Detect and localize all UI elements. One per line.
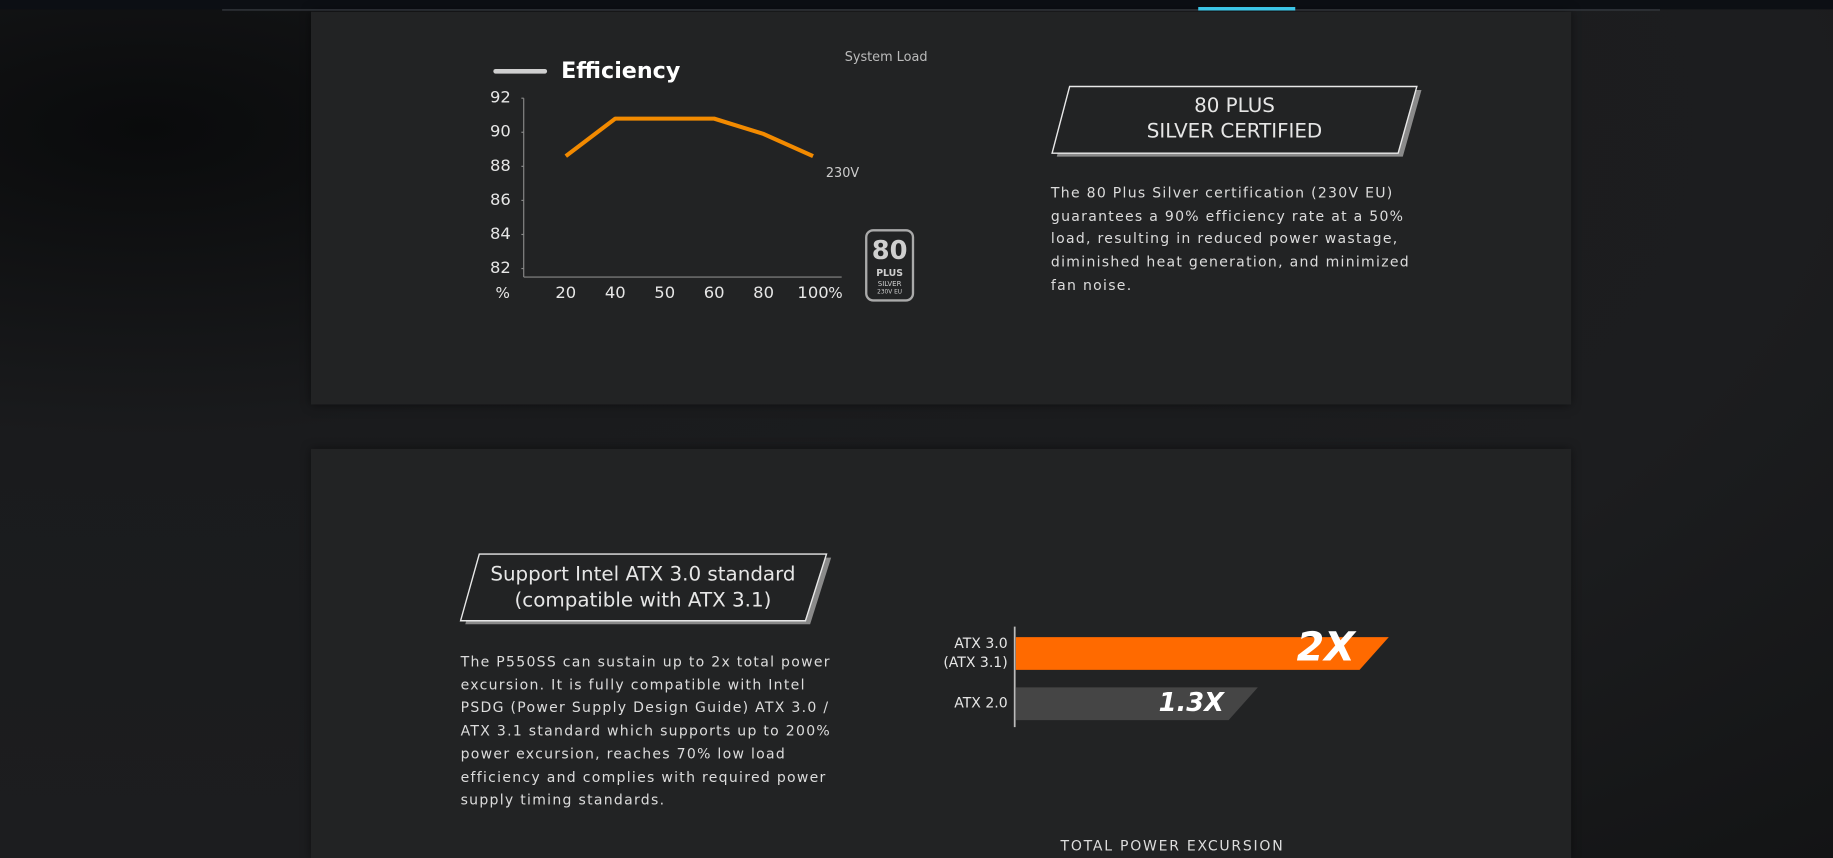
nav-active — [1198, 7, 1296, 11]
badge-region: 230V EU — [877, 290, 902, 296]
category-label: ATX 3.0 (ATX 3.1) — [943, 636, 1007, 671]
y-unit: % — [495, 284, 509, 302]
heading: 80 PLUS — [1194, 94, 1275, 117]
y-tick-label: 82 — [490, 258, 511, 277]
chart-title: Efficiency — [561, 58, 681, 84]
value-label: 1.3X — [1159, 688, 1226, 718]
chart-title: TOTAL POWER EXCURSION — [1060, 838, 1285, 854]
y-tick-label: 90 — [490, 122, 511, 141]
series-label: 230V — [826, 166, 860, 181]
box — [1051, 85, 1418, 154]
bar — [1015, 637, 1389, 670]
category-label: ATX 2.0 — [954, 696, 1007, 712]
value-label: 2X — [1297, 624, 1358, 670]
bar — [1015, 687, 1258, 721]
heading: Support Intel ATX 3.0 standard — [490, 563, 795, 586]
heading: SILVER CERTIFIED — [1147, 120, 1322, 143]
y-tick-label: 84 — [490, 224, 511, 243]
box — [459, 553, 828, 622]
y-tick-label: 88 — [490, 156, 511, 175]
x-tick-label: 50 — [654, 283, 675, 302]
x-tick-label: 40 — [605, 283, 626, 302]
x-tick-label: 100 — [797, 283, 828, 302]
x-unit: % — [828, 284, 842, 302]
efficiency-panel — [310, 11, 1572, 405]
x-axis-label: System Load — [845, 50, 928, 65]
x-tick-label: 80 — [753, 283, 774, 302]
badge-grade: SILVER — [878, 279, 902, 288]
badge-brand: PLUS — [876, 268, 903, 279]
nav-line — [222, 9, 1660, 11]
top-bar — [0, 0, 1833, 10]
x-tick-label: 60 — [704, 283, 725, 302]
x-tick-label: 20 — [555, 283, 576, 302]
y-tick-label: 86 — [490, 190, 511, 209]
y-tick-label: 92 — [490, 88, 511, 107]
badge-number: 80 — [872, 236, 908, 266]
badge — [865, 229, 915, 302]
line-series — [564, 116, 814, 158]
certification-text: The 80 Plus Silver certification (230V E… — [1050, 184, 1410, 294]
atx-text: The P550SS can sustain up to 2x total po… — [460, 653, 832, 809]
heading: (compatible with ATX 3.1) — [515, 588, 772, 611]
